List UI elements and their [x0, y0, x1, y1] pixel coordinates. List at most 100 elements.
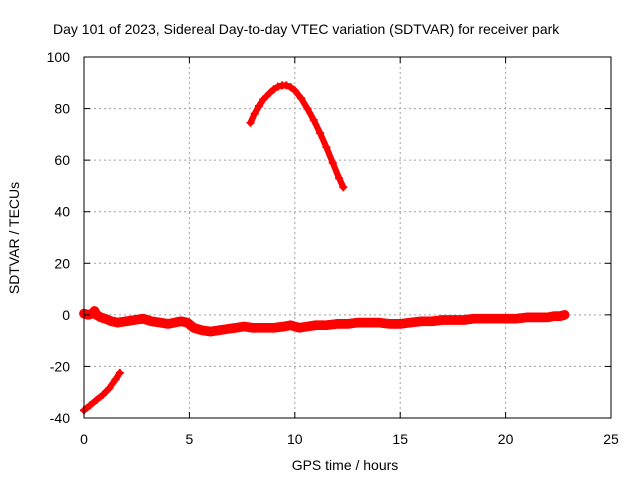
- data-point: [113, 318, 122, 327]
- series-layer: [79, 81, 570, 415]
- data-point: [92, 310, 101, 319]
- axis-ticks: -40 -20 0 20 40 60 80 100 0 5 10 15 20 25: [47, 49, 619, 447]
- data-point: [309, 116, 318, 125]
- data-point: [311, 321, 320, 330]
- data-point: [335, 174, 344, 183]
- data-point: [231, 323, 240, 332]
- data-point: [122, 317, 131, 326]
- data-point: [176, 317, 185, 326]
- data-point: [543, 313, 552, 322]
- data-point: [322, 143, 331, 152]
- x-tick-label: 5: [186, 431, 194, 447]
- data-point: [364, 318, 373, 327]
- data-point: [459, 316, 468, 325]
- data-point: [533, 313, 542, 322]
- data-point: [155, 318, 164, 327]
- data-point: [139, 314, 148, 323]
- data-point: [280, 322, 289, 331]
- data-point: [303, 104, 312, 113]
- data-point: [240, 322, 249, 331]
- data-point: [339, 183, 348, 192]
- data-point: [130, 316, 139, 325]
- data-point: [316, 129, 325, 138]
- data-point: [469, 314, 478, 323]
- data-point: [273, 82, 282, 91]
- data-point: [332, 319, 341, 328]
- x-tick-label: 15: [392, 431, 408, 447]
- data-point: [295, 323, 304, 332]
- data-point: [290, 86, 299, 95]
- data-point: [322, 321, 331, 330]
- data-point: [269, 85, 278, 94]
- data-point: [183, 318, 192, 327]
- data-point: [107, 317, 116, 326]
- x-tick-label: 10: [287, 431, 303, 447]
- y-tick-label: 100: [47, 49, 71, 65]
- x-tick-label: 20: [498, 431, 514, 447]
- data-point: [206, 327, 215, 336]
- data-point: [86, 401, 95, 410]
- data-point: [448, 316, 457, 325]
- data-point: [101, 314, 110, 323]
- x-tick-label: 0: [80, 431, 88, 447]
- data-point: [92, 395, 101, 404]
- data-point: [375, 318, 384, 327]
- data-point: [198, 326, 207, 335]
- data-point: [417, 317, 426, 326]
- data-point: [491, 314, 500, 323]
- y-axis-label: SDTVAR / TECUs: [6, 182, 22, 294]
- data-point: [246, 118, 255, 127]
- data-point: [248, 323, 257, 332]
- series-line-main-band: [79, 306, 570, 337]
- data-point: [269, 323, 278, 332]
- data-point: [343, 319, 352, 328]
- y-tick-label: 80: [54, 101, 70, 117]
- y-tick-label: 60: [54, 152, 70, 168]
- x-tick-label: 25: [603, 431, 619, 447]
- data-point: [385, 319, 394, 328]
- data-point: [427, 317, 436, 326]
- data-point: [282, 81, 291, 90]
- data-point: [115, 368, 124, 377]
- x-axis-label: GPS time / hours: [292, 457, 399, 473]
- data-point: [259, 323, 268, 332]
- y-tick-label: -40: [50, 410, 70, 426]
- chart-title: Day 101 of 2023, Sidereal Day-to-day VTE…: [53, 21, 560, 37]
- grid-lines: [84, 57, 611, 418]
- data-point: [480, 314, 489, 323]
- y-tick-label: 40: [54, 204, 70, 220]
- data-point: [96, 313, 105, 322]
- data-point: [501, 314, 510, 323]
- data-point: [286, 321, 295, 330]
- data-point: [259, 95, 268, 104]
- data-point: [303, 322, 312, 331]
- data-point: [223, 325, 232, 334]
- data-point: [250, 109, 259, 118]
- data-point: [189, 323, 198, 332]
- data-point: [164, 319, 173, 328]
- data-point: [98, 390, 107, 399]
- series-line-high-arc: [247, 82, 347, 191]
- data-point: [170, 318, 179, 327]
- data-point: [254, 101, 263, 110]
- data-point: [512, 314, 521, 323]
- data-point: [286, 83, 295, 92]
- data-point: [556, 312, 565, 321]
- data-point: [265, 89, 274, 98]
- data-point: [105, 384, 114, 393]
- data-point: [560, 310, 569, 319]
- data-point: [328, 158, 337, 167]
- data-point: [406, 318, 415, 327]
- plot-frame: [83, 56, 612, 419]
- data-point: [111, 375, 120, 384]
- data-point: [354, 318, 363, 327]
- data-point: [297, 94, 306, 103]
- data-point: [438, 316, 447, 325]
- data-point: [214, 326, 223, 335]
- data-point: [396, 319, 405, 328]
- y-tick-label: 0: [62, 307, 70, 323]
- data-point: [522, 313, 531, 322]
- data-point: [147, 317, 156, 326]
- y-tick-label: 20: [54, 255, 70, 271]
